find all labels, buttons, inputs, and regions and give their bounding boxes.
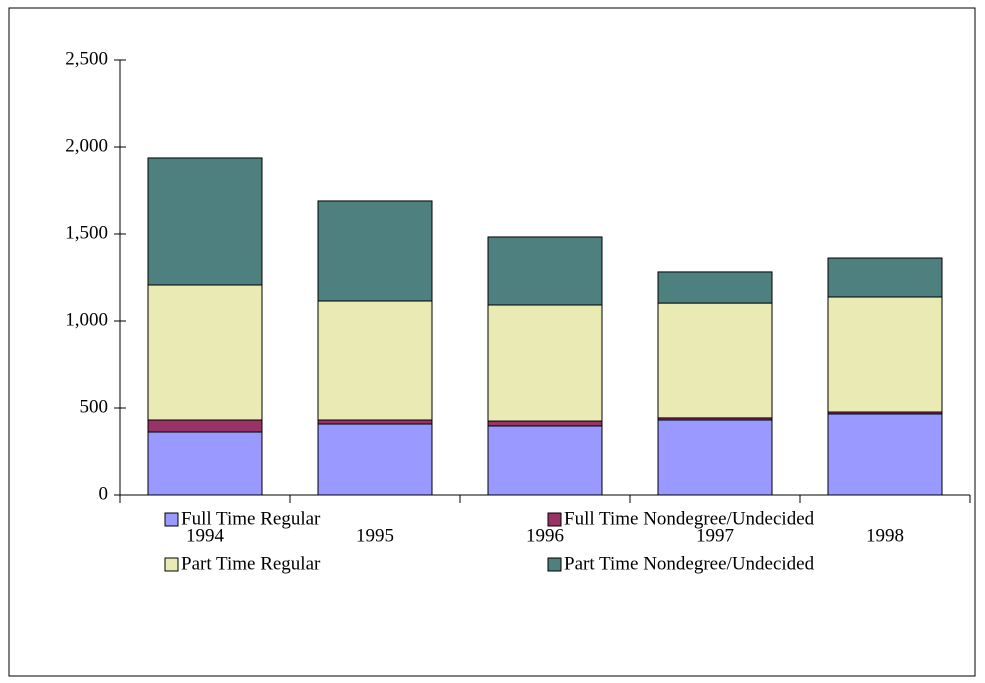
bar-segment <box>487 304 603 422</box>
bar-segment <box>317 419 433 425</box>
bar-segment <box>827 296 943 413</box>
legend-label: Part Time Regular <box>181 553 321 574</box>
bar-segment <box>827 257 943 298</box>
legend-label: Full Time Nondegree/Undecided <box>564 508 815 529</box>
x-tick-label: 1998 <box>866 525 904 546</box>
legend-label: Full Time Regular <box>181 508 321 529</box>
legend-label: Part Time Nondegree/Undecided <box>564 553 815 574</box>
y-tick-label: 1,500 <box>65 222 108 243</box>
bar-segment <box>317 423 433 496</box>
x-tick-label: 1995 <box>356 525 394 546</box>
legend-swatch <box>164 557 179 572</box>
legend-swatch <box>547 512 562 527</box>
bar-segment <box>487 236 603 306</box>
bar-segment <box>487 420 603 427</box>
bar-segment <box>317 300 433 421</box>
y-tick-label: 2,500 <box>65 48 108 69</box>
y-tick-label: 2,000 <box>65 135 108 156</box>
bar-segment <box>147 284 263 421</box>
legend-swatch <box>164 512 179 527</box>
y-tick-label: 500 <box>80 396 109 417</box>
x-tick-label: 1996 <box>526 525 564 546</box>
bar-segment <box>317 200 433 302</box>
bar-segment <box>487 425 603 496</box>
x-tick-label: 1994 <box>186 525 225 546</box>
bar-segment <box>657 419 773 496</box>
bar-segment <box>657 271 773 304</box>
bar-segment <box>147 157 263 286</box>
legend-swatch <box>547 557 562 572</box>
y-tick-label: 0 <box>99 483 109 504</box>
bar-segment <box>147 431 263 496</box>
bar-segment <box>827 413 943 496</box>
y-tick-label: 1,000 <box>65 309 108 330</box>
bar-segment <box>147 419 263 433</box>
bar-segment <box>657 302 773 419</box>
x-tick-label: 1997 <box>696 525 734 546</box>
